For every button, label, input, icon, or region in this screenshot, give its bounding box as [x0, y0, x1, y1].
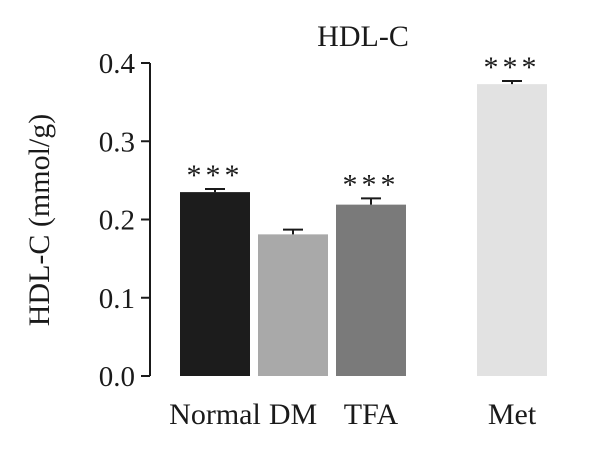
bar-met: [477, 84, 547, 376]
y-tick-label: 0.4: [99, 48, 136, 80]
x-tick-labels: Normal DM TFA Met: [169, 398, 537, 431]
chart-title: HDL-C: [317, 20, 409, 53]
bar-dm: [258, 234, 328, 376]
y-tick-label: 0.3: [99, 126, 135, 158]
bar-normal: [180, 192, 250, 376]
bar-tfa: [336, 204, 406, 376]
x-tick-label-normal: Normal: [169, 398, 261, 431]
y-ticks: 0.0 0.1 0.2 0.3 0.4: [99, 48, 150, 393]
x-tick-label-tfa: TFA: [344, 398, 399, 431]
y-tick-label: 0.2: [99, 205, 135, 237]
axes: 0.0 0.1 0.2 0.3 0.4: [99, 48, 151, 393]
bars: *** *** ***: [180, 51, 547, 376]
y-tick-label: 0.1: [99, 283, 135, 315]
significance-label-normal: ***: [187, 159, 244, 192]
y-tick-label: 0.0: [99, 361, 135, 393]
significance-label-tfa: ***: [343, 168, 400, 201]
x-tick-label-met: Met: [488, 398, 537, 431]
x-tick-label-dm: DM: [269, 398, 317, 431]
significance-label-met: ***: [484, 51, 541, 84]
y-axis-label: HDL-C (mmol/g): [23, 114, 56, 326]
